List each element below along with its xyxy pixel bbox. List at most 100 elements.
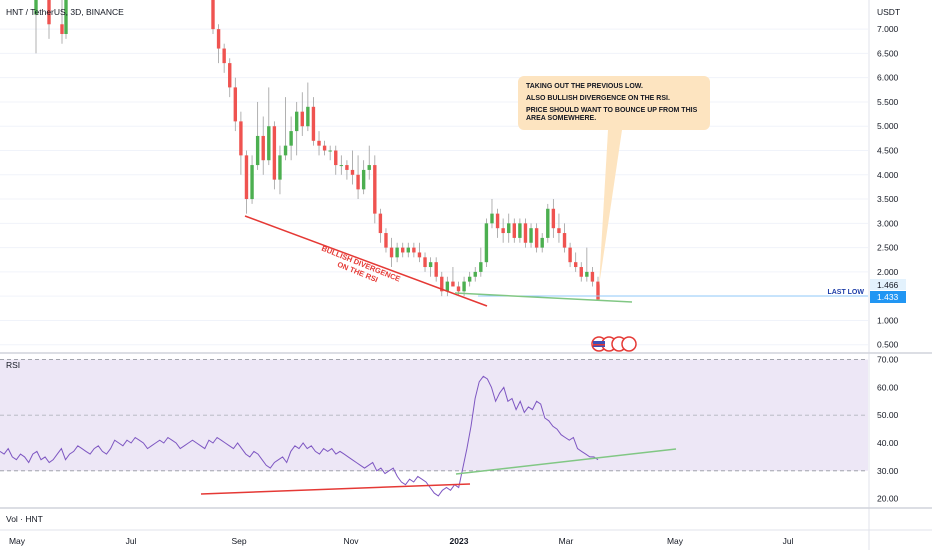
candle-body: [367, 165, 371, 170]
candle-body: [512, 223, 517, 238]
candle-body: [34, 0, 38, 15]
price-tick-label: 2.500: [877, 243, 899, 253]
candle-body: [501, 228, 505, 234]
time-axis[interactable]: May Jul Sep Nov 2023 Mar May Jul: [9, 536, 794, 546]
last-price-tag: [870, 291, 906, 303]
candle-body: [300, 111, 304, 127]
candle-body: [334, 150, 338, 166]
candle-body: [239, 121, 243, 156]
time-tick-label: 2023: [450, 536, 469, 546]
candle-body: [339, 165, 344, 167]
flag-stripe: [593, 344, 605, 346]
candle-body: [278, 155, 282, 180]
candle-body: [440, 276, 444, 292]
candle-body: [378, 213, 383, 234]
rsi-tick-label: 30.00: [877, 466, 899, 476]
candle-body: [479, 262, 483, 272]
candle-body: [328, 150, 332, 152]
rsi-line: [0, 375, 599, 497]
candle-body: [562, 233, 567, 248]
price-tick-label: 6.000: [877, 73, 899, 83]
candle-body: [389, 247, 394, 258]
candle-body: [434, 262, 438, 277]
candlestick-series: [34, 0, 600, 302]
candle-body: [395, 247, 399, 258]
price-tick-label: 6.500: [877, 48, 899, 58]
candle-body: [47, 0, 51, 25]
candle-body: [445, 281, 450, 292]
rsi-tick-label: 50.00: [877, 410, 899, 420]
last-price-label: 1.433: [877, 292, 899, 302]
candle-body: [64, 0, 68, 34]
event-flag-icon[interactable]: [621, 336, 637, 352]
rsi-tick-label: 40.00: [877, 438, 899, 448]
candle-body: [356, 174, 360, 190]
time-tick-label: May: [667, 536, 684, 546]
last-low-annotation: LAST LOW: [827, 289, 864, 296]
candle-body: [216, 29, 221, 49]
time-tick-label: Mar: [559, 536, 574, 546]
candle-body: [518, 223, 522, 238]
callout-line-1: TAKING OUT THE PREVIOUS LOW.: [526, 83, 643, 90]
time-tick-label: Jul: [783, 536, 794, 546]
price-tick-label: 1.000: [877, 315, 899, 325]
candle-body: [322, 145, 327, 151]
price-tick-label: 5.000: [877, 121, 899, 131]
candle-body: [551, 208, 556, 229]
candle-body: [267, 126, 271, 161]
candle-body: [345, 165, 349, 170]
candle-body: [255, 135, 260, 166]
candle-body: [596, 281, 600, 300]
support-trendline: [454, 292, 633, 303]
candle-body: [495, 213, 500, 229]
rsi-support-trendline: [455, 448, 677, 475]
callout-line-2: ALSO BULLISH DIVERGENCE ON THE RSI.: [526, 95, 670, 102]
rsi-title: RSI: [6, 360, 20, 370]
candle-body: [406, 247, 410, 253]
candle-body: [60, 24, 64, 34]
candle-body: [222, 48, 226, 64]
time-tick-label: Nov: [343, 536, 359, 546]
candle-body: [428, 262, 433, 268]
economic-events[interactable]: [591, 336, 637, 352]
price-tick-label: 2.000: [877, 267, 899, 277]
candle-body: [294, 111, 299, 132]
candle-body: [401, 247, 405, 253]
candle-body: [585, 271, 589, 277]
candle-body: [456, 286, 461, 292]
last-low-price-tag: [870, 279, 906, 290]
candle-body: [211, 0, 215, 30]
price-pane[interactable]: [0, 0, 868, 352]
divergence-trendline: [244, 215, 488, 307]
rsi-axis[interactable]: 70.00 60.00 50.00 40.00 30.00 20.00: [877, 355, 899, 504]
price-tick-label: 3.500: [877, 194, 899, 204]
price-tick-label: 0.500: [877, 340, 899, 350]
candle-body: [317, 140, 321, 146]
candle-body: [289, 131, 293, 146]
candle-body: [417, 252, 422, 258]
price-tick-label: 4.000: [877, 170, 899, 180]
candle-body: [233, 87, 238, 122]
annotation-callout: TAKING OUT THE PREVIOUS LOW. ALSO BULLIS…: [518, 76, 710, 130]
candle-body: [546, 208, 550, 238]
candle-body: [529, 228, 533, 243]
currency-label: USDT: [877, 7, 900, 17]
rsi-tick-label: 60.00: [877, 382, 899, 392]
price-tick-label: 7.000: [877, 24, 899, 34]
candle-body: [590, 271, 595, 282]
volume-title: Vol · HNT: [6, 514, 43, 524]
candle-body: [350, 169, 355, 175]
candle-body: [467, 276, 472, 282]
candle-body: [423, 257, 427, 268]
candle-body: [384, 233, 388, 248]
candle-body: [573, 262, 578, 268]
candle-body: [244, 155, 249, 200]
candle-body: [373, 165, 377, 214]
price-axis[interactable]: 7.000 6.500 6.000 5.500 5.000 4.500 4.000 3.500…: [877, 24, 899, 350]
candle-body: [261, 135, 265, 161]
candle-body: [272, 126, 277, 180]
candle-body: [540, 237, 544, 248]
time-tick-label: Jul: [126, 536, 137, 546]
candle-body: [412, 247, 416, 253]
